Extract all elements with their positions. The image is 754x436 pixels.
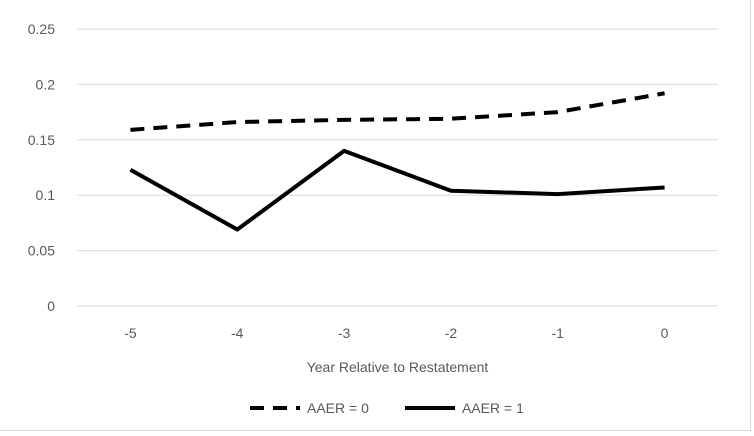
y-tick-label: 0.2: [36, 76, 56, 92]
y-tick-label: 0.05: [28, 243, 55, 259]
x-tick-label: -4: [231, 325, 244, 341]
series-lines: [129, 91, 665, 232]
series-line-aaer-1: [129, 148, 665, 232]
y-tick-label: 0: [47, 298, 55, 314]
x-tick-label: -3: [338, 325, 351, 341]
x-axis-tick-labels: -5 -4 -3 -2 -1 0: [124, 325, 668, 341]
y-tick-label: 0.1: [36, 187, 56, 203]
y-tick-label: 0.25: [28, 21, 55, 37]
legend-label: AAER = 1: [462, 400, 524, 416]
x-tick-label: -1: [552, 325, 565, 341]
x-tick-label: -2: [445, 325, 458, 341]
x-tick-label: 0: [661, 325, 669, 341]
y-tick-label: 0.15: [28, 132, 55, 148]
series-line-aaer-0: [130, 91, 665, 132]
x-axis-title: Year Relative to Restatement: [307, 359, 489, 375]
legend: AAER = 0 AAER = 1: [250, 400, 524, 416]
x-tick-label: -5: [124, 325, 137, 341]
gridlines: [77, 28, 718, 307]
y-axis-tick-labels: 0 0.05 0.1 0.15 0.2 0.25: [28, 21, 55, 314]
legend-label: AAER = 0: [307, 400, 369, 416]
